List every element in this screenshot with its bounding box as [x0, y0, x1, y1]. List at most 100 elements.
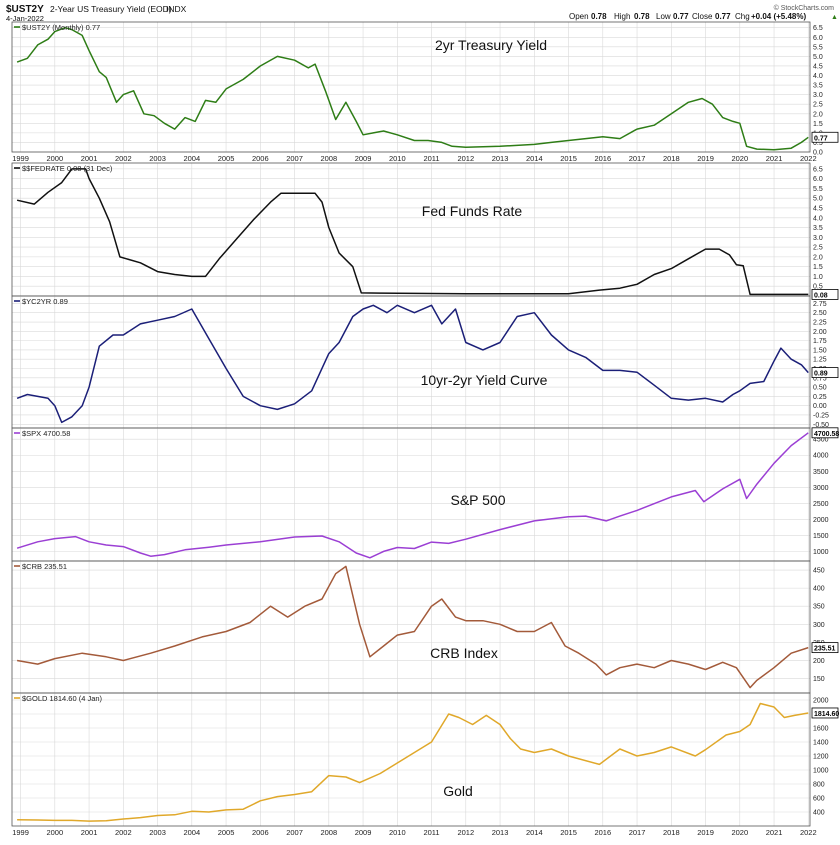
year-tick-label: 1999 [12, 828, 29, 837]
year-tick-label: 2003 [149, 828, 166, 837]
year-tick-label: 2010 [389, 154, 406, 163]
y-tick-label: 400 [813, 586, 825, 593]
y-tick-label: 2.75 [813, 301, 827, 308]
series-line-ust2y [16, 26, 809, 151]
y-tick-label: 2.50 [813, 310, 827, 317]
year-tick-label: 2017 [629, 154, 646, 163]
y-tick-label: 5.5 [813, 44, 823, 51]
year-tick-label: 2016 [594, 828, 611, 837]
year-tick-label: 2019 [697, 154, 714, 163]
open-value: 0.78 [591, 12, 607, 21]
y-tick-label: 1.5 [813, 264, 823, 271]
y-tick-label: 1.5 [813, 121, 823, 128]
y-tick-label: 1.25 [813, 357, 827, 364]
year-tick-label: 2015 [560, 828, 577, 837]
y-tick-label: 3.0 [813, 235, 823, 242]
y-tick-label: 5.0 [813, 54, 823, 61]
panel-title: S&P 500 [450, 492, 505, 508]
y-tick-label: 4.0 [813, 215, 823, 222]
header-symbol: $UST2Y [6, 4, 44, 15]
y-tick-label: 1.50 [813, 347, 827, 354]
y-tick-label: 3.5 [813, 225, 823, 232]
legend-label: $GOLD 1814.60 (4 Jan) [22, 694, 103, 703]
panel-title: CRB Index [430, 645, 498, 661]
y-tick-label: 5.0 [813, 196, 823, 203]
last-value-box [811, 131, 839, 143]
year-tick-label: 2006 [252, 154, 269, 163]
year-tick-label: 2002 [115, 154, 132, 163]
year-tick-label: 2013 [492, 154, 509, 163]
year-tick-label: 2018 [663, 154, 680, 163]
year-tick-label: 2014 [526, 154, 543, 163]
last-value-box [811, 707, 839, 719]
year-tick-label: 2008 [320, 828, 337, 837]
year-tick-label: 2006 [252, 828, 269, 837]
y-tick-label: 3.5 [813, 83, 823, 90]
year-tick-label: 2004 [183, 828, 200, 837]
year-tick-label: 2015 [560, 154, 577, 163]
year-tick-label: 2019 [697, 828, 714, 837]
panel-border [11, 21, 811, 153]
panel-border [11, 560, 811, 694]
panel-border [11, 162, 811, 297]
panel-title: Fed Funds Rate [422, 203, 523, 219]
series-line-crb [16, 565, 809, 689]
year-tick-label: 2022 [800, 154, 817, 163]
year-tick-label: 2013 [492, 828, 509, 837]
high-label: High [614, 12, 630, 21]
y-tick-label: 4500 [813, 437, 829, 444]
year-tick-label: 2000 [46, 828, 63, 837]
header-exchange: INDX [166, 4, 187, 14]
year-tick-label: 2007 [286, 828, 303, 837]
y-tick-label: 0.25 [813, 394, 827, 401]
y-tick-label: 1500 [813, 533, 829, 540]
y-tick-label: 1.75 [813, 338, 827, 345]
last-value-label: 1814.60 [814, 711, 839, 718]
y-tick-label: 150 [813, 676, 825, 683]
y-tick-label: 2500 [813, 501, 829, 508]
y-tick-label: 3500 [813, 469, 829, 476]
low-label: Low [656, 12, 671, 21]
y-tick-label: 0.50 [813, 385, 827, 392]
legend-label: $$FEDRATE 0.08 (31 Dec) [22, 164, 113, 173]
panel-ust2y: 0.00.51.01.52.02.53.03.54.04.55.05.56.06… [11, 21, 839, 157]
year-tick-label: 2022 [800, 828, 817, 837]
high-value: 0.78 [634, 12, 650, 21]
series-line-yc2yr [16, 304, 809, 424]
year-tick-label: 2014 [526, 828, 543, 837]
close-value: 0.77 [715, 12, 731, 21]
legend-label: $UST2Y (Monthly) 0.77 [22, 23, 100, 32]
y-tick-label: 800 [813, 782, 825, 789]
y-tick-label: 1000 [813, 768, 829, 775]
y-tick-label: 0.00 [813, 403, 827, 410]
legend-label: $SPX 4700.58 [22, 429, 70, 438]
y-tick-label: 600 [813, 796, 825, 803]
y-tick-label: 6.5 [813, 166, 823, 173]
last-value-label: 0.89 [814, 371, 828, 378]
panel-yc2yr: -0.50-0.250.000.250.500.751.001.251.501.… [11, 295, 839, 429]
panel-title: 2yr Treasury Yield [435, 37, 547, 53]
y-tick-label: 1600 [813, 726, 829, 733]
year-tick-label: 2010 [389, 828, 406, 837]
y-tick-label: 4.5 [813, 63, 823, 70]
y-tick-label: 3.0 [813, 92, 823, 99]
y-tick-label: 450 [813, 568, 825, 575]
panel-border [11, 295, 811, 429]
y-tick-label: 5.5 [813, 186, 823, 193]
y-tick-label: 350 [813, 604, 825, 611]
y-tick-label: 1000 [813, 549, 829, 556]
y-tick-label: 200 [813, 658, 825, 665]
series-line-fedrate [16, 168, 809, 296]
year-tick-label: 2020 [731, 154, 748, 163]
close-label: Close [692, 12, 713, 21]
y-tick-label: 2.00 [813, 329, 827, 336]
year-axis-top: 1999 2000 2001 2002 2003 2004 2005 2006 2007 2008… [12, 154, 816, 163]
y-tick-label: 1200 [813, 754, 829, 761]
year-tick-label: 2021 [766, 828, 783, 837]
year-tick-label: 2020 [731, 828, 748, 837]
last-value-label: 235.51 [814, 646, 836, 653]
chg-label: Chg [735, 12, 750, 21]
y-tick-label: 6.5 [813, 25, 823, 32]
year-tick-label: 2012 [457, 828, 474, 837]
